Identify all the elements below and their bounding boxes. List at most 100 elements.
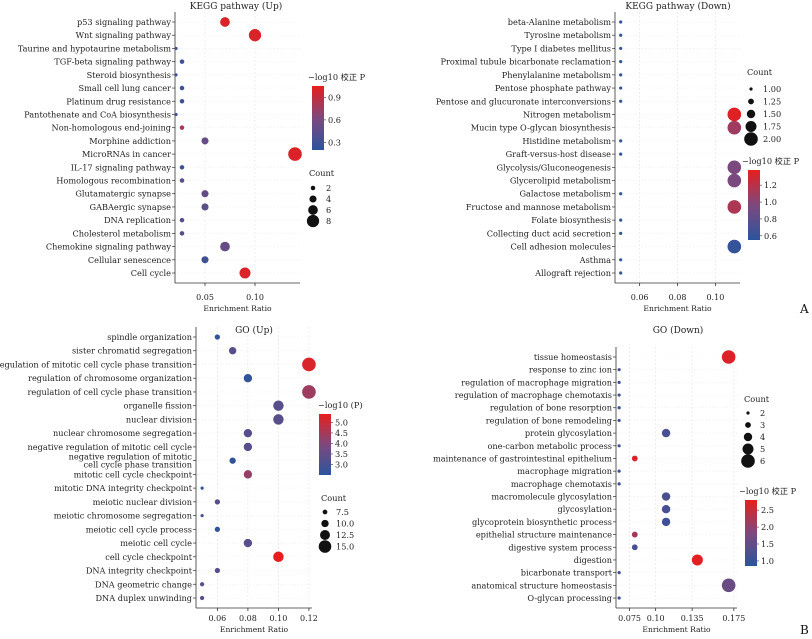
y-tick-label: Glutamatergic synapse <box>75 189 171 199</box>
data-point <box>239 267 251 279</box>
colorbar-tick-label: 4.0 <box>335 438 348 448</box>
size-legend-dot <box>320 530 330 540</box>
data-point <box>179 85 185 91</box>
colorbar-tick-label: 0.3 <box>328 137 341 147</box>
data-point <box>619 192 623 196</box>
y-tick-label: nuclear chromosome segregation <box>53 428 193 438</box>
y-tick-label: Fructose and mannose metabolism <box>466 202 611 212</box>
data-point <box>727 200 742 214</box>
y-tick-label: tissue homeostasis <box>534 352 612 362</box>
data-point <box>727 160 742 175</box>
size-legend-label: 1.00 <box>763 84 781 94</box>
y-tick-label: DNA geometric change <box>95 579 192 589</box>
data-point <box>727 107 742 122</box>
y-tick-label: Steroid biosynthesis <box>87 70 171 80</box>
size-legend-label: 5 <box>760 444 765 454</box>
data-point <box>179 165 185 170</box>
size-legend-dot <box>745 422 751 428</box>
y-tick-label: Glycolysis/Gluconeogenesis <box>496 162 611 172</box>
colorbar-tick-label: 5.0 <box>335 417 348 427</box>
y-tick-label: DNA duplex unwinding <box>95 593 192 603</box>
size-legend-dot <box>742 443 754 455</box>
data-point <box>179 99 185 104</box>
data-point <box>619 218 623 222</box>
size-legend-dot <box>748 98 754 105</box>
y-tick-label: digestion <box>574 555 613 565</box>
y-tick-label: beta-Alanine metabolism <box>508 17 611 27</box>
y-tick-label: regulation of cell cycle phase transitio… <box>27 387 192 397</box>
data-point <box>243 470 253 479</box>
chart-title: GO (Down) <box>653 325 704 336</box>
y-tick-label: Asthma <box>579 255 611 265</box>
data-point <box>619 231 623 235</box>
colorbar-tick-label: 0.8 <box>764 214 777 224</box>
y-tick-label: response to zinc ion <box>529 365 613 375</box>
data-point <box>619 20 623 24</box>
data-point <box>721 578 736 593</box>
y-tick-label: maintenance of gastrointestinal epitheli… <box>433 453 612 463</box>
data-point <box>243 538 253 548</box>
data-point <box>201 137 209 145</box>
size-legend-label: 12.5 <box>336 530 354 540</box>
data-point <box>200 486 204 490</box>
y-tick-label: meiotic chromosome segregation <box>54 511 193 521</box>
data-point <box>619 86 623 90</box>
y-tick-label: protein glycosylation <box>525 428 613 438</box>
y-tick-label: Allograft rejection <box>534 268 612 278</box>
size-legend-dot <box>318 540 332 553</box>
y-tick-label: Homologous recombination <box>56 176 171 186</box>
size-legend-dot <box>310 185 316 191</box>
colorbar-tick-label: 0.6 <box>764 231 777 241</box>
y-tick-label: regulation of chromosome organization <box>28 373 193 383</box>
x-axis-label: Enrichment Ratio <box>203 304 272 313</box>
size-legend-dot <box>308 205 318 215</box>
size-legend-dot <box>745 121 757 132</box>
colorbar-tick-label: 2.5 <box>761 505 774 515</box>
data-point <box>727 120 742 135</box>
colorbar <box>748 170 760 240</box>
x-tick-label: 0.05 <box>196 293 214 302</box>
data-point <box>617 380 621 384</box>
size-legend-dot <box>749 87 753 91</box>
size-legend-title: Count <box>309 168 335 178</box>
y-tick-label: sister chromatid segregation <box>72 346 193 356</box>
y-tick-label: Cell cycle <box>131 268 171 278</box>
colorbar-title: −log10 校正 P <box>308 72 366 82</box>
y-tick-label: regulation of macrophage chemotaxis <box>455 390 612 400</box>
size-legend-label: 2 <box>760 408 765 418</box>
y-tick-label: IL-17 signaling pathway <box>71 162 172 172</box>
data-point <box>619 271 623 275</box>
y-tick-label: Histidine metabolism <box>522 136 611 146</box>
data-point <box>248 29 262 42</box>
data-point <box>243 442 253 452</box>
size-legend-dot <box>309 195 317 203</box>
colorbar-title: −log10 校正 P <box>742 156 800 166</box>
y-tick-label: Pentose and glucuronate interconversions <box>436 96 611 106</box>
x-tick-label: 0.12 <box>300 614 318 623</box>
data-point <box>228 347 237 355</box>
data-point <box>617 393 621 397</box>
y-tick-label: Galactose metabolism <box>519 189 611 199</box>
size-legend-dot <box>741 454 755 468</box>
data-point <box>617 444 621 448</box>
x-tick-label: 0.075 <box>618 614 641 623</box>
data-point <box>661 492 671 501</box>
chart-panel-0: KEGG pathway (Up) 0.05 0.10 Enrichment Rati… <box>18 1 366 313</box>
x-tick-label: 0.10 <box>706 293 724 302</box>
y-tick-label: regulation of mitotic cell cycle phase t… <box>0 359 193 369</box>
y-tick-label: meiotic nuclear division <box>93 497 193 507</box>
y-tick-label: epithelial structure maintenance <box>476 530 612 540</box>
size-legend-dot <box>322 509 328 515</box>
colorbar-tick-label: 1.0 <box>764 197 777 207</box>
size-legend-label: 8 <box>326 216 331 226</box>
colorbar <box>745 500 757 566</box>
data-point <box>619 46 623 51</box>
data-point <box>619 139 623 143</box>
colorbar-tick-label: 0.9 <box>328 92 341 102</box>
data-point <box>199 595 205 601</box>
size-legend-title: Count <box>744 394 770 404</box>
data-point <box>179 178 185 183</box>
y-tick-label-line: cell cycle phase transition <box>84 460 193 470</box>
data-point <box>302 357 316 372</box>
